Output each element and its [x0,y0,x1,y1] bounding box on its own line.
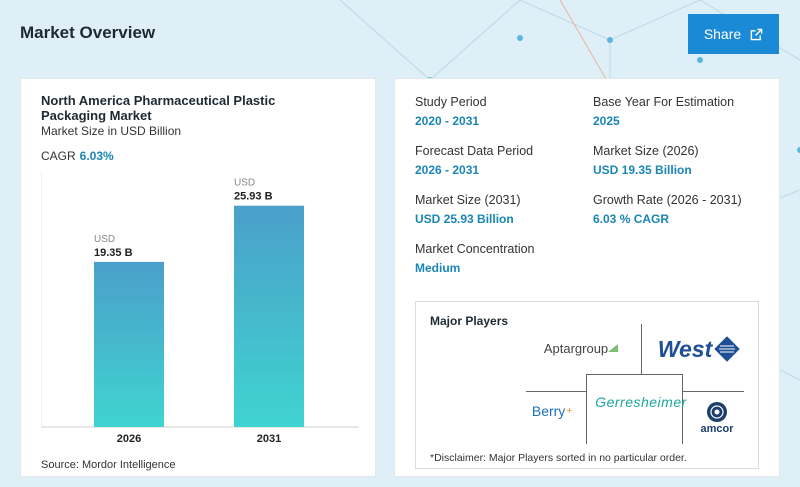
stat-market-size-2026: Market Size (2026) USD 19.35 Billion [593,144,699,177]
bar-unit-label: USD [234,178,255,189]
major-players-title: Major Players [430,314,509,328]
cagr-value: 6.03% [79,149,114,163]
bar-unit-label: USD [94,234,115,245]
stat-value: 2025 [593,114,620,128]
chart-source: Source: Mordor Intelligence [41,459,176,471]
cagr-label: CAGR [41,149,76,163]
stat-label: Growth Rate (2026 - 2031) [593,193,742,207]
chart-subtitle: Market Size in USD Billion [41,124,182,138]
stat-base-year: Base Year For Estimation 2025 [593,95,734,128]
divider [586,392,587,444]
aptargroup-logo: Aptargroup [531,338,631,358]
stat-label: Market Size (2026) [593,144,699,158]
bar-2026 [94,261,164,427]
stat-label: Market Concentration [415,242,535,256]
bar-data-label: 25.93 B [234,191,273,203]
stat-label: Market Size (2031) [415,193,521,207]
divider [526,391,586,392]
divider [682,391,744,392]
stat-value: 6.03 % CAGR [593,212,670,226]
divider [641,324,642,374]
amcor-globe-icon [707,402,727,422]
divider [586,374,682,375]
share-button-label: Share [703,26,742,42]
amcor-logo: amcor [692,395,742,441]
x-tick-label: 2031 [257,433,281,445]
west-diamond-icon [714,336,740,362]
market-size-chart-card: North America Pharmaceutical Plastic Pac… [20,78,376,477]
cagr-row: CAGR 6.03% [41,149,114,163]
bar-data-label: 19.35 B [94,247,133,259]
divider [682,392,683,444]
west-logo: West [654,332,744,366]
external-link-icon [750,28,763,40]
stat-label: Base Year For Estimation [593,95,735,109]
berry-logo: Berry + [531,403,573,419]
market-stats-card: Study Period 2020 - 2031 Base Year For E… [394,78,780,477]
stat-label: Forecast Data Period [415,144,534,158]
stat-value: USD 19.35 Billion [593,163,692,177]
divider [586,374,587,392]
stat-forecast-period: Forecast Data Period 2026 - 2031 [415,144,533,177]
stat-value: 2020 - 2031 [415,114,480,128]
bar-chart: USD 19.35 B 2026 USD 25.93 B 2031 [41,171,359,445]
divider [682,374,683,392]
gerresheimer-logo: Gerresheimer [595,394,687,410]
berry-mark-icon: + [566,405,573,417]
stat-value: Medium [415,261,461,275]
chart-title: North America Pharmaceutical Plastic Pac… [41,93,276,123]
stat-market-size-2031: Market Size (2031) USD 25.93 Billion [415,193,521,226]
aptargroup-mark-icon [608,344,619,352]
share-button[interactable]: Share [688,14,779,54]
stat-growth-rate: Growth Rate (2026 - 2031) 6.03 % CAGR [593,193,742,226]
bar-2031 [234,205,304,427]
stat-label: Study Period [415,95,487,109]
stat-value: USD 25.93 Billion [415,212,514,226]
stat-market-concentration: Market Concentration Medium [415,242,535,275]
x-tick-label: 2026 [117,433,141,445]
players-disclaimer: *Disclaimer: Major Players sorted in no … [430,452,687,464]
stat-study-period: Study Period 2020 - 2031 [415,95,487,128]
page-title: Market Overview [20,23,156,42]
stat-value: 2026 - 2031 [415,163,480,177]
major-players-box: Major Players Aptargroup West Berry + Ger… [415,301,759,469]
